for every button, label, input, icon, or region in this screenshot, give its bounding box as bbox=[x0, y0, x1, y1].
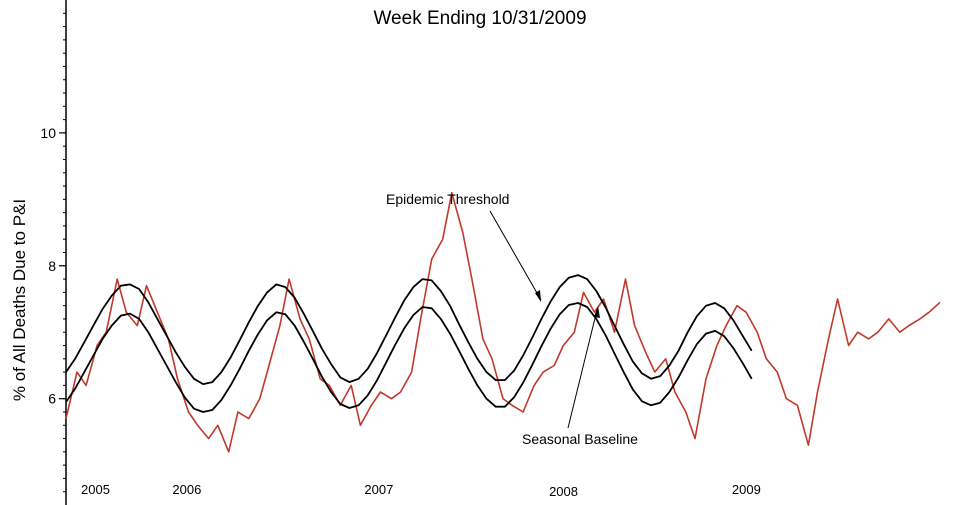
y-axis-major-ticks: 6 8 10 bbox=[40, 125, 66, 407]
annotation-arrowhead-seasonal-baseline bbox=[594, 306, 600, 318]
annotation-arrowhead-epidemic-threshold bbox=[535, 290, 541, 302]
annotation-arrow-seasonal-baseline bbox=[567, 309, 598, 429]
x-tick-label: 2005 bbox=[81, 482, 110, 497]
y-tick-label: 8 bbox=[48, 258, 56, 274]
y-axis-minor-ticks bbox=[63, 12, 66, 493]
annotation-arrow-epidemic-threshold bbox=[489, 210, 542, 301]
annotation-epidemic-threshold: Epidemic Threshold bbox=[386, 191, 509, 207]
y-tick-label: 6 bbox=[48, 391, 56, 407]
y-tick-label: 10 bbox=[40, 125, 56, 141]
chart-title: Week Ending 10/31/2009 bbox=[373, 8, 586, 29]
annotation-seasonal-baseline: Seasonal Baseline bbox=[522, 431, 638, 447]
x-tick-label: 2006 bbox=[172, 482, 201, 497]
y-axis-label: % of All Deaths Due to P&I bbox=[10, 199, 29, 401]
x-axis-tick-labels: 2005 2006 2007 2008 2009 bbox=[81, 482, 761, 499]
series-line-observed bbox=[65, 191, 941, 453]
x-tick-label: 2007 bbox=[364, 482, 393, 497]
series-line-epidemic-threshold bbox=[65, 274, 753, 386]
series-line-seasonal-baseline bbox=[65, 302, 753, 413]
x-tick-label: 2009 bbox=[732, 482, 761, 497]
series-lines bbox=[65, 191, 941, 453]
x-tick-label: 2008 bbox=[549, 484, 578, 499]
